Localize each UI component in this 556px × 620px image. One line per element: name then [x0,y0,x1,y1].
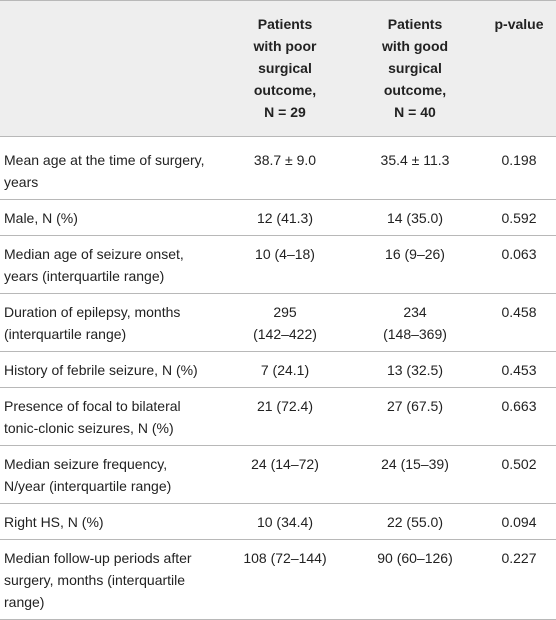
poor-outcome-cell: 295 (142–422) [222,293,348,352]
poor-outcome-cell: 21 (72.4) [222,387,348,446]
poor-outcome-line: 12 (41.3) [256,210,314,226]
good-outcome-line: 22 (55.0) [386,514,444,530]
good-outcome-line: 14 (35.0) [386,210,444,226]
row-label-line: Male, N (%) [4,210,78,226]
header-good-line-5: N = 40 [394,104,436,120]
poor-outcome-line: 295 [273,304,297,320]
row-label-line: Presence of focal to bilateral [4,398,181,414]
table-row: Median seizure frequency, N/year (interqu… [0,445,556,504]
row-label-cell: Duration of epilepsy, months (interquarti… [0,293,222,352]
good-outcome-cell: 13 (32.5) [348,351,482,388]
header-poor-line-3: surgical [258,60,312,76]
row-label-cell: Median age of seizure onset, years (inter… [0,235,222,294]
header-poor-line-1: Patients [257,16,313,32]
row-label-cell: Median follow-up periods after surgery, m… [0,539,222,620]
good-outcome-cell: 22 (55.0) [348,503,482,540]
row-label-line: (interquartile range) [4,326,127,342]
good-outcome-line: 90 (60–126) [377,550,453,566]
poor-outcome-cell: 24 (14–72) [222,445,348,504]
table-row: Presence of focal to bilateral tonic-clon… [0,387,556,446]
header-good-line-2: with good [381,38,449,54]
header-poor-line-5: N = 29 [264,104,306,120]
p-value-cell: 0.063 [482,235,556,294]
table-body: Mean age at the time of surgery, years 38.… [0,136,556,620]
row-label-line: Mean age at the time of surgery, [4,152,205,168]
poor-outcome-cell: 108 (72–144) [222,539,348,620]
p-value-cell: 0.227 [482,539,556,620]
good-outcome-cell: 234 (148–369) [348,293,482,352]
header-good-outcome: Patients with good surgical outcome, N =… [348,0,482,137]
row-label-line: surgery, months (interquartile [4,572,186,588]
header-poor-outcome: Patients with poor surgical outcome, N =… [222,0,348,137]
row-label-line: Right HS, N (%) [4,514,104,530]
p-value-cell: 0.458 [482,293,556,352]
good-outcome-cell: 14 (35.0) [348,199,482,236]
poor-outcome-line: 24 (14–72) [251,456,319,472]
poor-outcome-line: 10 (34.4) [256,514,314,530]
good-outcome-line: 35.4 ± 11.3 [380,152,450,168]
header-good-line-4: outcome, [383,82,447,98]
row-label-cell: History of febrile seizure, N (%) [0,351,222,388]
good-outcome-line: (148–369) [383,326,447,342]
header-row: Patients with poor surgical outcome, N =… [0,0,556,137]
table-row: Right HS, N (%) 10 (34.4) 22 (55.0) 0.094 [0,503,556,540]
header-good-line-3: surgical [388,60,442,76]
table-row: History of febrile seizure, N (%) 7 (24.1… [0,351,556,388]
good-outcome-line: 27 (67.5) [386,398,444,414]
p-value-cell: 0.198 [482,136,556,200]
row-label-line: Median seizure frequency, [4,456,168,472]
good-outcome-line: 16 (9–26) [385,246,445,262]
poor-outcome-line: 21 (72.4) [256,398,314,414]
poor-outcome-line: 7 (24.1) [260,362,310,378]
table-row: Duration of epilepsy, months (interquarti… [0,293,556,352]
poor-outcome-cell: 38.7 ± 9.0 [222,136,348,200]
row-label-line: Median follow-up periods after [4,550,192,566]
p-value-cell: 0.663 [482,387,556,446]
row-label-cell: Median seizure frequency, N/year (interqu… [0,445,222,504]
table-row: Median age of seizure onset, years (inter… [0,235,556,294]
header-poor-line-4: outcome, [253,82,317,98]
table-header: Patients with poor surgical outcome, N =… [0,0,556,137]
good-outcome-cell: 24 (15–39) [348,445,482,504]
header-p-value: p-value [482,0,556,137]
header-poor-line-2: with poor [253,38,317,54]
p-value-cell: 0.453 [482,351,556,388]
row-label-line: tonic-clonic seizures, N (%) [4,420,174,436]
row-label-line: range) [4,594,45,610]
good-outcome-line: 24 (15–39) [381,456,449,472]
p-value-cell: 0.502 [482,445,556,504]
poor-outcome-cell: 7 (24.1) [222,351,348,388]
row-label-line: N/year (interquartile range) [4,478,172,494]
good-outcome-cell: 90 (60–126) [348,539,482,620]
poor-outcome-cell: 12 (41.3) [222,199,348,236]
row-label-line: Median age of seizure onset, [4,246,184,262]
row-label-cell: Mean age at the time of surgery, years [0,136,222,200]
p-value-cell: 0.094 [482,503,556,540]
row-label-cell: Male, N (%) [0,199,222,236]
row-label-line: years [4,174,39,190]
good-outcome-cell: 27 (67.5) [348,387,482,446]
poor-outcome-line: 108 (72–144) [243,550,327,566]
row-label-line: years (interquartile range) [4,268,165,284]
good-outcome-cell: 35.4 ± 11.3 [348,136,482,200]
header-good-line-1: Patients [387,16,443,32]
table-row: Mean age at the time of surgery, years 38.… [0,136,556,200]
table-row: Male, N (%) 12 (41.3) 14 (35.0) 0.592 [0,199,556,236]
row-label-line: Duration of epilepsy, months [4,304,181,320]
header-characteristic [0,0,222,137]
good-outcome-line: 234 [403,304,427,320]
poor-outcome-cell: 10 (34.4) [222,503,348,540]
table-row: Median follow-up periods after surgery, m… [0,539,556,620]
row-label-cell: Presence of focal to bilateral tonic-clon… [0,387,222,446]
poor-outcome-cell: 10 (4–18) [222,235,348,294]
p-value-cell: 0.592 [482,199,556,236]
poor-outcome-line: (142–422) [253,326,317,342]
good-outcome-line: 13 (32.5) [386,362,444,378]
row-label-line: History of febrile seizure, N (%) [4,362,198,378]
row-label-cell: Right HS, N (%) [0,503,222,540]
good-outcome-cell: 16 (9–26) [348,235,482,294]
poor-outcome-line: 38.7 ± 9.0 [253,152,317,168]
poor-outcome-line: 10 (4–18) [255,246,315,262]
